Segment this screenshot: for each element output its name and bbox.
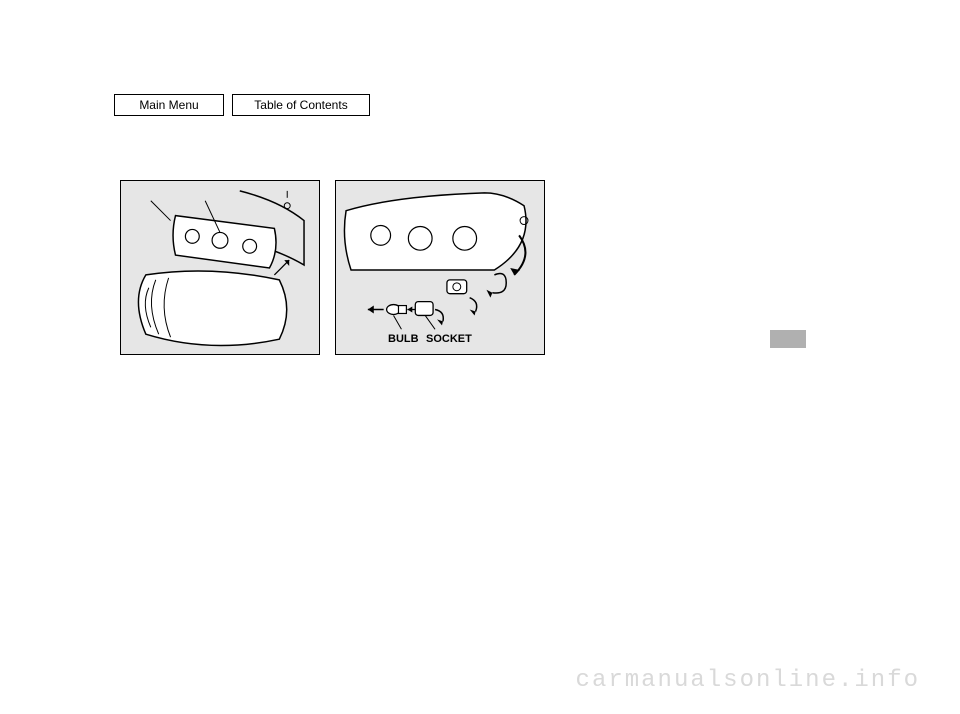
main-menu-button[interactable]: Main Menu — [114, 94, 224, 116]
table-of-contents-button[interactable]: Table of Contents — [232, 94, 370, 116]
label-bulb: BULB — [388, 333, 419, 345]
bulb-socket-diagram — [336, 181, 544, 354]
page-root: Main Menu Table of Contents — [0, 0, 960, 714]
section-side-tab — [770, 330, 806, 348]
label-socket: SOCKET — [426, 333, 472, 345]
figure-bulb-socket: BULB SOCKET — [335, 180, 545, 355]
watermark-text: carmanualsonline.info — [576, 667, 920, 694]
figure-taillight-assembly — [120, 180, 320, 355]
taillight-diagram — [121, 181, 319, 354]
